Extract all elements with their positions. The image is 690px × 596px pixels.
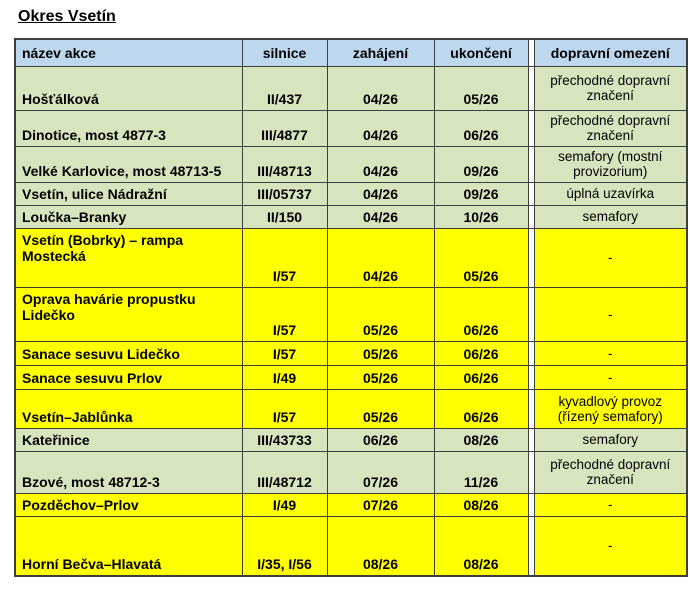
start-date-cell: 06/26 [326, 427, 435, 452]
road-cell: I/49 [241, 492, 328, 517]
restriction-cell: - [533, 492, 688, 517]
start-date-cell: 07/26 [326, 450, 435, 494]
end-date-cell: 09/26 [433, 145, 529, 183]
end-date-cell: 10/26 [433, 204, 529, 229]
table-row: Loučka–Branky II/150 04/26 10/26 semafor… [14, 204, 688, 229]
start-date-cell: 05/26 [326, 388, 435, 429]
restriction-cell: - [533, 286, 688, 342]
road-cell: II/437 [241, 65, 328, 111]
header-nazev-akce: název akce [14, 38, 243, 67]
restriction-cell: přechodné dopravní značení [533, 109, 688, 147]
table-row: Velké Karlovice, most 48713-5 III/48713 … [14, 145, 688, 183]
road-cell: I/57 [241, 286, 328, 342]
header-dopravni-omezeni: dopravní omezení [533, 38, 688, 67]
restriction-cell: - [533, 227, 688, 288]
action-name-cell: Sanace sesuvu Lidečko [14, 340, 243, 366]
start-date-cell: 04/26 [326, 145, 435, 183]
table-row: Horní Bečva–Hlavatá I/35, I/56 08/26 08/… [14, 515, 688, 577]
start-date-cell: 08/26 [326, 515, 435, 577]
action-name-cell: Loučka–Branky [14, 204, 243, 229]
table-row: Sanace sesuvu Lidečko I/57 05/26 06/26 - [14, 340, 688, 366]
table-row: Hošťálková II/437 04/26 05/26 přechodné … [14, 65, 688, 111]
table-row: Pozděchov–Prlov I/49 07/26 08/26 - [14, 492, 688, 517]
table-row: Bzové, most 48712-3 III/48712 07/26 11/2… [14, 450, 688, 494]
action-name-cell: Horní Bečva–Hlavatá [14, 515, 243, 577]
page-title: Okres Vsetín [18, 8, 116, 25]
end-date-cell: 06/26 [433, 340, 529, 366]
restriction-cell: - [533, 364, 688, 390]
action-name-cell: Velké Karlovice, most 48713-5 [14, 145, 243, 183]
action-name-cell: Vsetín, ulice Nádražní [14, 181, 243, 206]
table-row: Vsetín, ulice Nádražní III/05737 04/26 0… [14, 181, 688, 206]
action-name-cell: Kateřinice [14, 427, 243, 452]
action-name-cell: Dinotice, most 4877-3 [14, 109, 243, 147]
start-date-cell: 05/26 [326, 364, 435, 390]
action-name-cell: Oprava havárie propustku Lidečko [14, 286, 243, 342]
table-row: Vsetín–Jablůnka I/57 05/26 06/26 kyvadlo… [14, 388, 688, 429]
start-date-cell: 04/26 [326, 204, 435, 229]
start-date-cell: 04/26 [326, 65, 435, 111]
table-header-row: název akce silnice zahájení ukončení dop… [14, 38, 688, 67]
header-silnice: silnice [241, 38, 328, 67]
action-name-cell: Vsetín (Bobrky) – rampa Mostecká [14, 227, 243, 288]
table-row: Kateřinice III/43733 06/26 08/26 semafor… [14, 427, 688, 452]
action-name-cell: Bzové, most 48712-3 [14, 450, 243, 494]
restriction-cell: semafory (mostní provizorium) [533, 145, 688, 183]
end-date-cell: 06/26 [433, 388, 529, 429]
end-date-cell: 08/26 [433, 515, 529, 577]
end-date-cell: 11/26 [433, 450, 529, 494]
road-cell: III/48712 [241, 450, 328, 494]
action-name-cell: Hošťálková [14, 65, 243, 111]
end-date-cell: 06/26 [433, 286, 529, 342]
action-name-cell: Vsetín–Jablůnka [14, 388, 243, 429]
end-date-cell: 09/26 [433, 181, 529, 206]
road-cell: III/43733 [241, 427, 328, 452]
start-date-cell: 04/26 [326, 109, 435, 147]
start-date-cell: 05/26 [326, 340, 435, 366]
header-zahajeni: zahájení [326, 38, 435, 67]
action-name-cell: Sanace sesuvu Prlov [14, 364, 243, 390]
road-cell: I/57 [241, 388, 328, 429]
table-row: Vsetín (Bobrky) – rampa Mostecká I/57 04… [14, 227, 688, 288]
table-row: Dinotice, most 4877-3 III/4877 04/26 06/… [14, 109, 688, 147]
restriction-cell: přechodné dopravní značení [533, 65, 688, 111]
table-body: Hošťálková II/437 04/26 05/26 přechodné … [14, 65, 688, 577]
restriction-cell: - [533, 515, 688, 577]
page: Okres Vsetín název akce silnice zahájení… [14, 8, 688, 577]
end-date-cell: 05/26 [433, 227, 529, 288]
table-row: Oprava havárie propustku Lidečko I/57 05… [14, 286, 688, 342]
end-date-cell: 06/26 [433, 109, 529, 147]
road-cell: III/48713 [241, 145, 328, 183]
road-cell: I/49 [241, 364, 328, 390]
road-cell: I/57 [241, 227, 328, 288]
restriction-cell: - [533, 340, 688, 366]
end-date-cell: 08/26 [433, 427, 529, 452]
start-date-cell: 07/26 [326, 492, 435, 517]
road-cell: II/150 [241, 204, 328, 229]
roadworks-table: název akce silnice zahájení ukončení dop… [14, 38, 688, 577]
road-cell: I/57 [241, 340, 328, 366]
road-cell: III/05737 [241, 181, 328, 206]
restriction-cell: semafory [533, 427, 688, 452]
restriction-cell: kyvadlový provoz (řízený semafory) [533, 388, 688, 429]
restriction-cell: semafory [533, 204, 688, 229]
end-date-cell: 06/26 [433, 364, 529, 390]
road-cell: I/35, I/56 [241, 515, 328, 577]
restriction-cell: přechodné dopravní značení [533, 450, 688, 494]
end-date-cell: 08/26 [433, 492, 529, 517]
start-date-cell: 05/26 [326, 286, 435, 342]
action-name-cell: Pozděchov–Prlov [14, 492, 243, 517]
header-ukonceni: ukončení [433, 38, 529, 67]
road-cell: III/4877 [241, 109, 328, 147]
table-row: Sanace sesuvu Prlov I/49 05/26 06/26 - [14, 364, 688, 390]
restriction-cell: úplná uzavírka [533, 181, 688, 206]
start-date-cell: 04/26 [326, 181, 435, 206]
start-date-cell: 04/26 [326, 227, 435, 288]
end-date-cell: 05/26 [433, 65, 529, 111]
